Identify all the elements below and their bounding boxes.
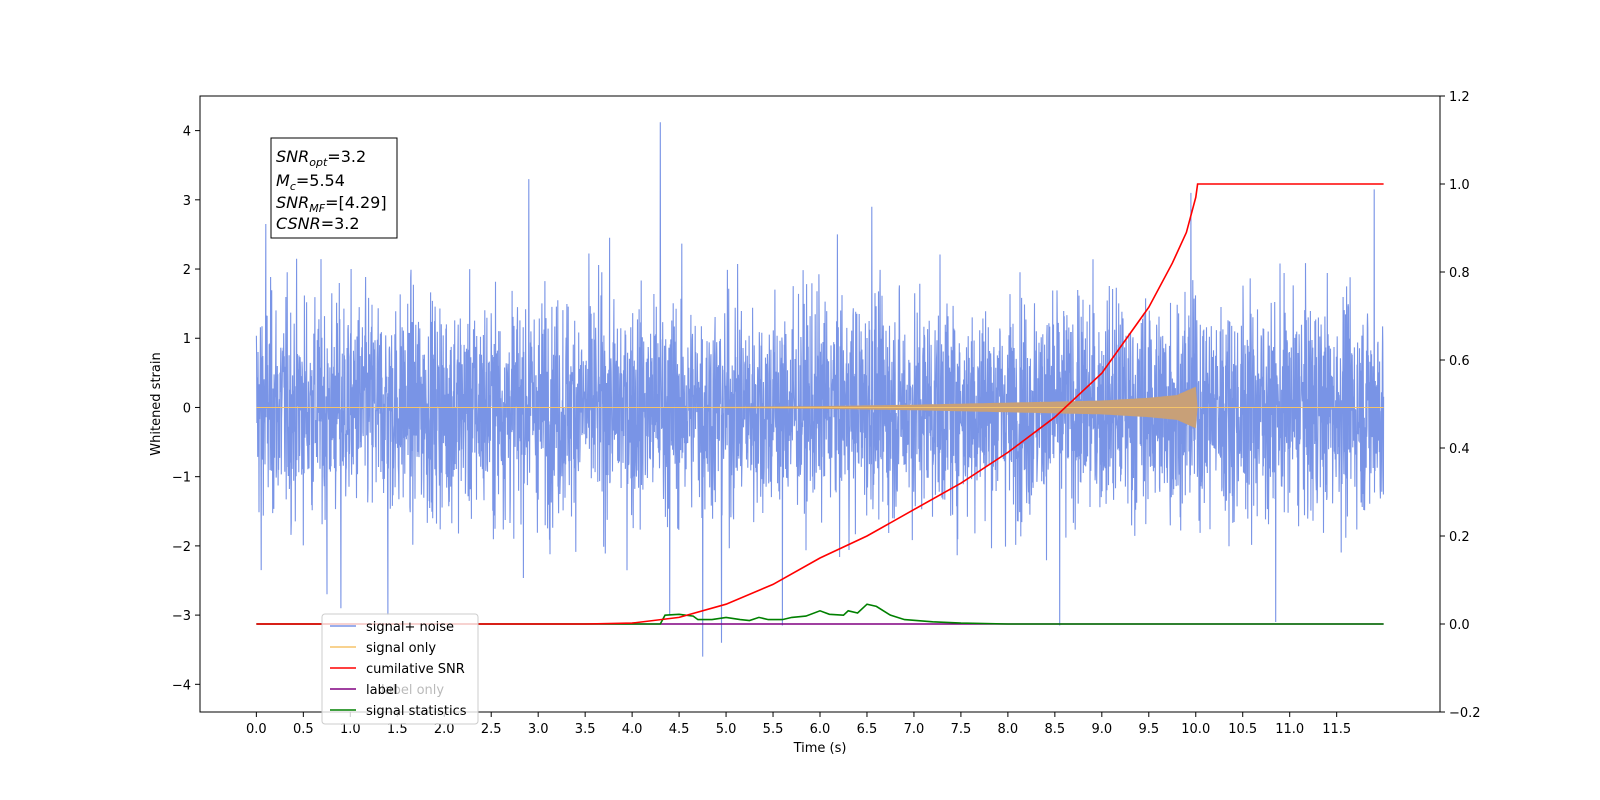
x-tick-label: 0.5	[293, 722, 314, 737]
x-tick-label: 9.0	[1091, 722, 1112, 737]
stats-annotation-box	[270, 137, 398, 239]
legend-label-cumulative-snr: cumilative SNR	[366, 662, 465, 677]
plot-area	[255, 122, 1385, 657]
y-tick-label: −1	[172, 471, 191, 486]
x-tick-label: 6.5	[857, 722, 878, 737]
x-tick-label: 4.0	[622, 722, 643, 737]
x-tick-label: 9.5	[1138, 722, 1159, 737]
legend-label-signal-noise: signal+ noise	[366, 620, 454, 635]
x-tick-label: 4.5	[669, 722, 690, 737]
legend-label-signal-statistics: signal statistics	[366, 704, 467, 719]
y2-tick-label: 0.2	[1449, 530, 1470, 545]
legend-label-label-only: label only	[381, 683, 444, 698]
y-axis-label: Whitened strain	[149, 352, 164, 455]
x-tick-label: 3.0	[528, 722, 549, 737]
series-line-cumulative-snr	[256, 183, 1384, 625]
y-tick-label: −4	[172, 678, 191, 693]
y-tick-label: 3	[183, 194, 191, 209]
y-tick-label: −2	[172, 540, 191, 555]
x-tick-label: 11.5	[1322, 722, 1351, 737]
y-tick-label: 1	[183, 332, 191, 347]
x-tick-label: 1.0	[340, 722, 361, 737]
y-tick-label: 2	[183, 263, 191, 278]
x-tick-label: 7.5	[951, 722, 972, 737]
legend-box	[321, 613, 479, 725]
x-tick-label: 5.5	[763, 722, 784, 737]
annotation-csnr: CSNR=3.2	[276, 214, 360, 233]
axes: 0.0 0.5 1.0 1.5 2.0 2.5 3.0 3.5 4.0 4.5 5.0 5.5 6.0 6…	[172, 90, 1481, 737]
x-tick-label: 8.0	[998, 722, 1019, 737]
stats-annotation: SNRopt=3.2 Mc=5.54 SNRMF=[4.29] CSNR=3.2	[270, 137, 398, 239]
x-tick-label: 1.5	[387, 722, 408, 737]
annotation-mc: Mc=5.54	[276, 171, 345, 193]
x-tick-label: 5.0	[716, 722, 737, 737]
annotation-snr-opt: SNRopt=3.2	[276, 147, 366, 169]
y2-tick-label: 0.0	[1449, 618, 1470, 633]
y2-tick-label: 0.8	[1449, 266, 1470, 281]
y2-tick-label: 1.0	[1449, 178, 1470, 193]
x-tick-label: 8.5	[1045, 722, 1066, 737]
x-tick-label: 10.5	[1228, 722, 1257, 737]
y2-tick-label: 1.2	[1449, 90, 1470, 105]
x-tick-label: 10.0	[1181, 722, 1210, 737]
y-tick-label: 0	[183, 401, 191, 416]
series-line-signal-noise	[255, 122, 1385, 657]
x-tick-label: 3.5	[575, 722, 596, 737]
y2-tick-label: 0.4	[1449, 442, 1470, 457]
y2-tick-label: −0.2	[1449, 706, 1481, 721]
y2-tick-label: 0.6	[1449, 354, 1470, 369]
series-line-signal-statistics	[256, 603, 1384, 625]
x-tick-label: 11.0	[1275, 722, 1304, 737]
x-tick-label: 6.0	[810, 722, 831, 737]
y-tick-label: −3	[172, 609, 191, 624]
legend-label-signal-only: signal only	[366, 641, 436, 656]
x-tick-label: 0.0	[246, 722, 267, 737]
x-tick-label: 7.0	[904, 722, 925, 737]
y-tick-label: 4	[183, 125, 191, 140]
annotation-snr-mf: SNRMF=[4.29]	[276, 193, 387, 215]
x-tick-label: 2.0	[434, 722, 455, 737]
x-tick-label: 2.5	[481, 722, 502, 737]
legend-label-label: label	[366, 683, 397, 698]
legend: signal+ noise signal only cumilative SNR…	[321, 613, 479, 725]
x-axis-label: Time (s)	[793, 741, 847, 756]
